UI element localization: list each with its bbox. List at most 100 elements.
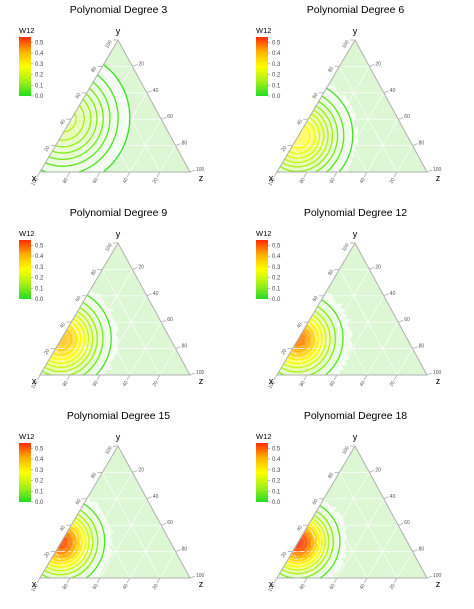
tick-label: 60 (167, 317, 173, 323)
axis-label-x: x (32, 173, 37, 183)
tick-mark (393, 171, 398, 178)
tick-label: 40 (359, 380, 367, 388)
legend-colorbar (19, 443, 31, 502)
tick-label: 20 (389, 380, 397, 388)
legend-tick-label: 0.2 (272, 73, 281, 79)
contour-line (57, 536, 68, 549)
tick-label: 60 (92, 177, 100, 185)
tick-label: 80 (299, 583, 307, 591)
axis-label-z: z (436, 376, 441, 386)
contour-line (46, 314, 90, 368)
contour-line (291, 125, 311, 149)
tick-label: 80 (419, 141, 425, 147)
legend-title: W12 (19, 229, 34, 238)
legend-title: W12 (19, 26, 34, 35)
grid-line (323, 498, 368, 579)
tick-label: 60 (404, 317, 410, 323)
contour-line (282, 314, 327, 369)
contour-line (47, 520, 87, 568)
tick-label: 100 (196, 167, 205, 173)
contour-line (48, 87, 104, 160)
tick-label: 40 (153, 88, 159, 94)
chart-title: Polynomial Degree 3 (70, 4, 168, 16)
chart-title: Polynomial Degree 12 (304, 207, 407, 219)
tick-label: 80 (62, 583, 70, 591)
axis-label-x: x (269, 376, 274, 386)
tick-label: 100 (433, 573, 442, 579)
tick-label: 20 (280, 145, 288, 153)
tick-label: 40 (59, 524, 67, 532)
ternary-grid (55, 269, 176, 376)
tick-label: 20 (375, 264, 381, 270)
legend-tick-label: 0.2 (272, 276, 281, 282)
legend-tick-label: 0.0 (35, 297, 44, 303)
tick-labels: 20 20 20 40 40 40 60 60 60 80 80 80 100 100 100 (30, 242, 204, 390)
tick-label: 60 (92, 380, 100, 388)
tick-label: 40 (390, 88, 396, 94)
ternary-frame (276, 38, 428, 173)
legend-tick-label: 0.2 (272, 479, 281, 485)
tick-label: 80 (90, 269, 98, 277)
contour-line (51, 93, 98, 154)
legend-tick-label: 0.0 (272, 500, 281, 506)
tick-mark (412, 549, 418, 552)
tick-label: 80 (182, 141, 188, 147)
tick-mark (383, 90, 389, 94)
grid-line (323, 295, 368, 376)
tick-mark (333, 577, 338, 584)
axis-label-z: z (199, 579, 204, 589)
tick-mark (146, 293, 152, 297)
legend-title: W12 (19, 432, 34, 441)
tick-label: 80 (182, 344, 188, 350)
tick-label: 60 (404, 520, 410, 526)
axis-label-x: x (32, 376, 37, 386)
contour-line (291, 531, 311, 556)
contour-line (52, 528, 77, 558)
grid-line (396, 348, 413, 376)
tick-labels: 20 20 20 40 40 40 60 60 60 80 80 80 100 100 100 (267, 39, 441, 187)
contour-line (86, 294, 112, 376)
contour-line (279, 105, 334, 173)
tick-label: 60 (404, 114, 410, 120)
axis-label-y: y (116, 26, 121, 36)
grid-line (99, 498, 148, 579)
tick-mark (303, 374, 308, 381)
legend-colorbar (256, 37, 268, 96)
axis-label-y: y (116, 229, 121, 239)
legend-tick-label: 0.3 (272, 468, 281, 474)
grid-line (159, 145, 176, 173)
tick-mark (189, 169, 196, 173)
tick-mark (333, 171, 338, 178)
contour-line (276, 100, 339, 173)
legend-tick-label: 0.5 (35, 243, 44, 249)
tick-mark (126, 374, 131, 381)
tick-mark (96, 171, 101, 178)
tick-mark (383, 293, 389, 297)
grid-line (70, 322, 101, 376)
tick-mark (161, 319, 167, 323)
legend-tick-label: 0.3 (272, 62, 281, 68)
contour-line (320, 299, 344, 376)
tick-mark (369, 64, 375, 67)
grid-line (292, 551, 308, 579)
tick-mark (426, 575, 433, 579)
tick-mark (96, 577, 101, 584)
tick-mark (398, 319, 404, 323)
legend-title: W12 (256, 432, 271, 441)
contour-lines (278, 299, 344, 376)
legend-tick-label: 0.1 (35, 286, 44, 292)
contour-line (325, 87, 354, 173)
tick-label: 20 (152, 177, 160, 185)
tick-mark (156, 374, 161, 381)
contour-line (48, 317, 86, 364)
chart-panel-6: Polynomial Degree 18 20 20 20 40 40 40 60 60 60 80… (237, 406, 474, 609)
contour-lines (41, 294, 112, 376)
legend-title: W12 (256, 26, 271, 35)
tick-label: 80 (90, 66, 98, 74)
tick-label: 80 (327, 472, 335, 480)
contour-line (281, 109, 329, 168)
legend-tick-label: 0.2 (35, 276, 44, 282)
